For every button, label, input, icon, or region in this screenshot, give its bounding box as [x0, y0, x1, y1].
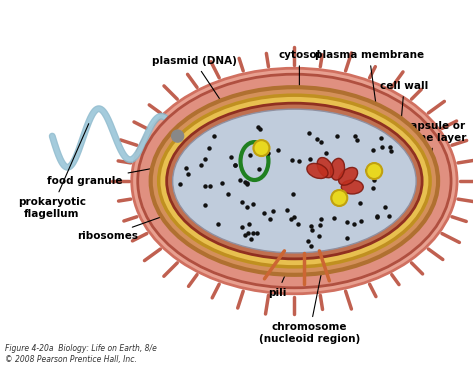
Text: chromosome
(nucleoid region): chromosome (nucleoid region): [259, 187, 360, 344]
Circle shape: [331, 190, 347, 206]
Text: prokaryotic
flagellum: prokaryotic flagellum: [18, 124, 89, 219]
Text: Figure 4-20a  Biology: Life on Earth, 8/e
© 2008 Pearson Prentice Hall, Inc.: Figure 4-20a Biology: Life on Earth, 8/e…: [5, 344, 157, 364]
Ellipse shape: [132, 68, 457, 294]
Circle shape: [172, 130, 183, 142]
Ellipse shape: [167, 103, 422, 259]
Ellipse shape: [307, 163, 328, 179]
Ellipse shape: [330, 158, 345, 180]
Ellipse shape: [341, 180, 363, 194]
Text: pili: pili: [268, 256, 293, 298]
Text: food granule: food granule: [47, 149, 259, 186]
Text: capsule or
slime layer: capsule or slime layer: [402, 121, 466, 155]
Text: ribosomes: ribosomes: [77, 182, 260, 241]
Ellipse shape: [173, 109, 416, 253]
Circle shape: [254, 140, 269, 156]
Ellipse shape: [317, 158, 334, 178]
Text: plasma membrane: plasma membrane: [315, 50, 424, 125]
Circle shape: [366, 163, 382, 179]
Ellipse shape: [338, 167, 357, 185]
Ellipse shape: [159, 95, 430, 267]
Text: plasmid (DNA): plasmid (DNA): [152, 56, 253, 149]
Ellipse shape: [138, 74, 451, 288]
Ellipse shape: [151, 87, 438, 275]
Text: cytosol: cytosol: [278, 50, 320, 148]
Text: cell wall: cell wall: [380, 81, 428, 141]
